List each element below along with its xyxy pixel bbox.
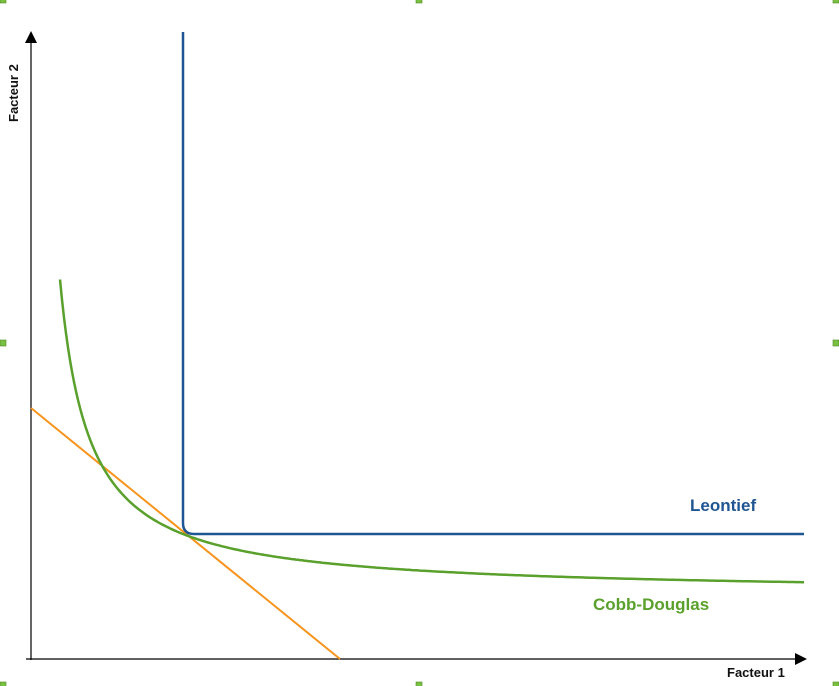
- leontief-label: Leontief: [690, 496, 756, 515]
- selection-handle-bottom-center[interactable]: [415, 681, 423, 686]
- budget-line: [30, 407, 341, 660]
- selection-handle-top-right[interactable]: [832, 0, 839, 4]
- selection-handle-middle-left[interactable]: [0, 339, 7, 347]
- y-axis-title: Facteur 2: [6, 64, 21, 122]
- leontief-isoquant: [181, 32, 804, 536]
- cobb-douglas-isoquant: [58, 279, 804, 584]
- selection-handle-bottom-left[interactable]: [0, 681, 7, 686]
- x-axis-title: Facteur 1: [727, 665, 785, 680]
- selection-handle-top-center[interactable]: [415, 0, 423, 4]
- cobb-douglas-label: Cobb-Douglas: [593, 595, 709, 614]
- selection-handle-middle-right[interactable]: [832, 339, 839, 347]
- selection-handle-top-left[interactable]: [0, 0, 7, 4]
- selection-handle-bottom-right[interactable]: [832, 681, 839, 686]
